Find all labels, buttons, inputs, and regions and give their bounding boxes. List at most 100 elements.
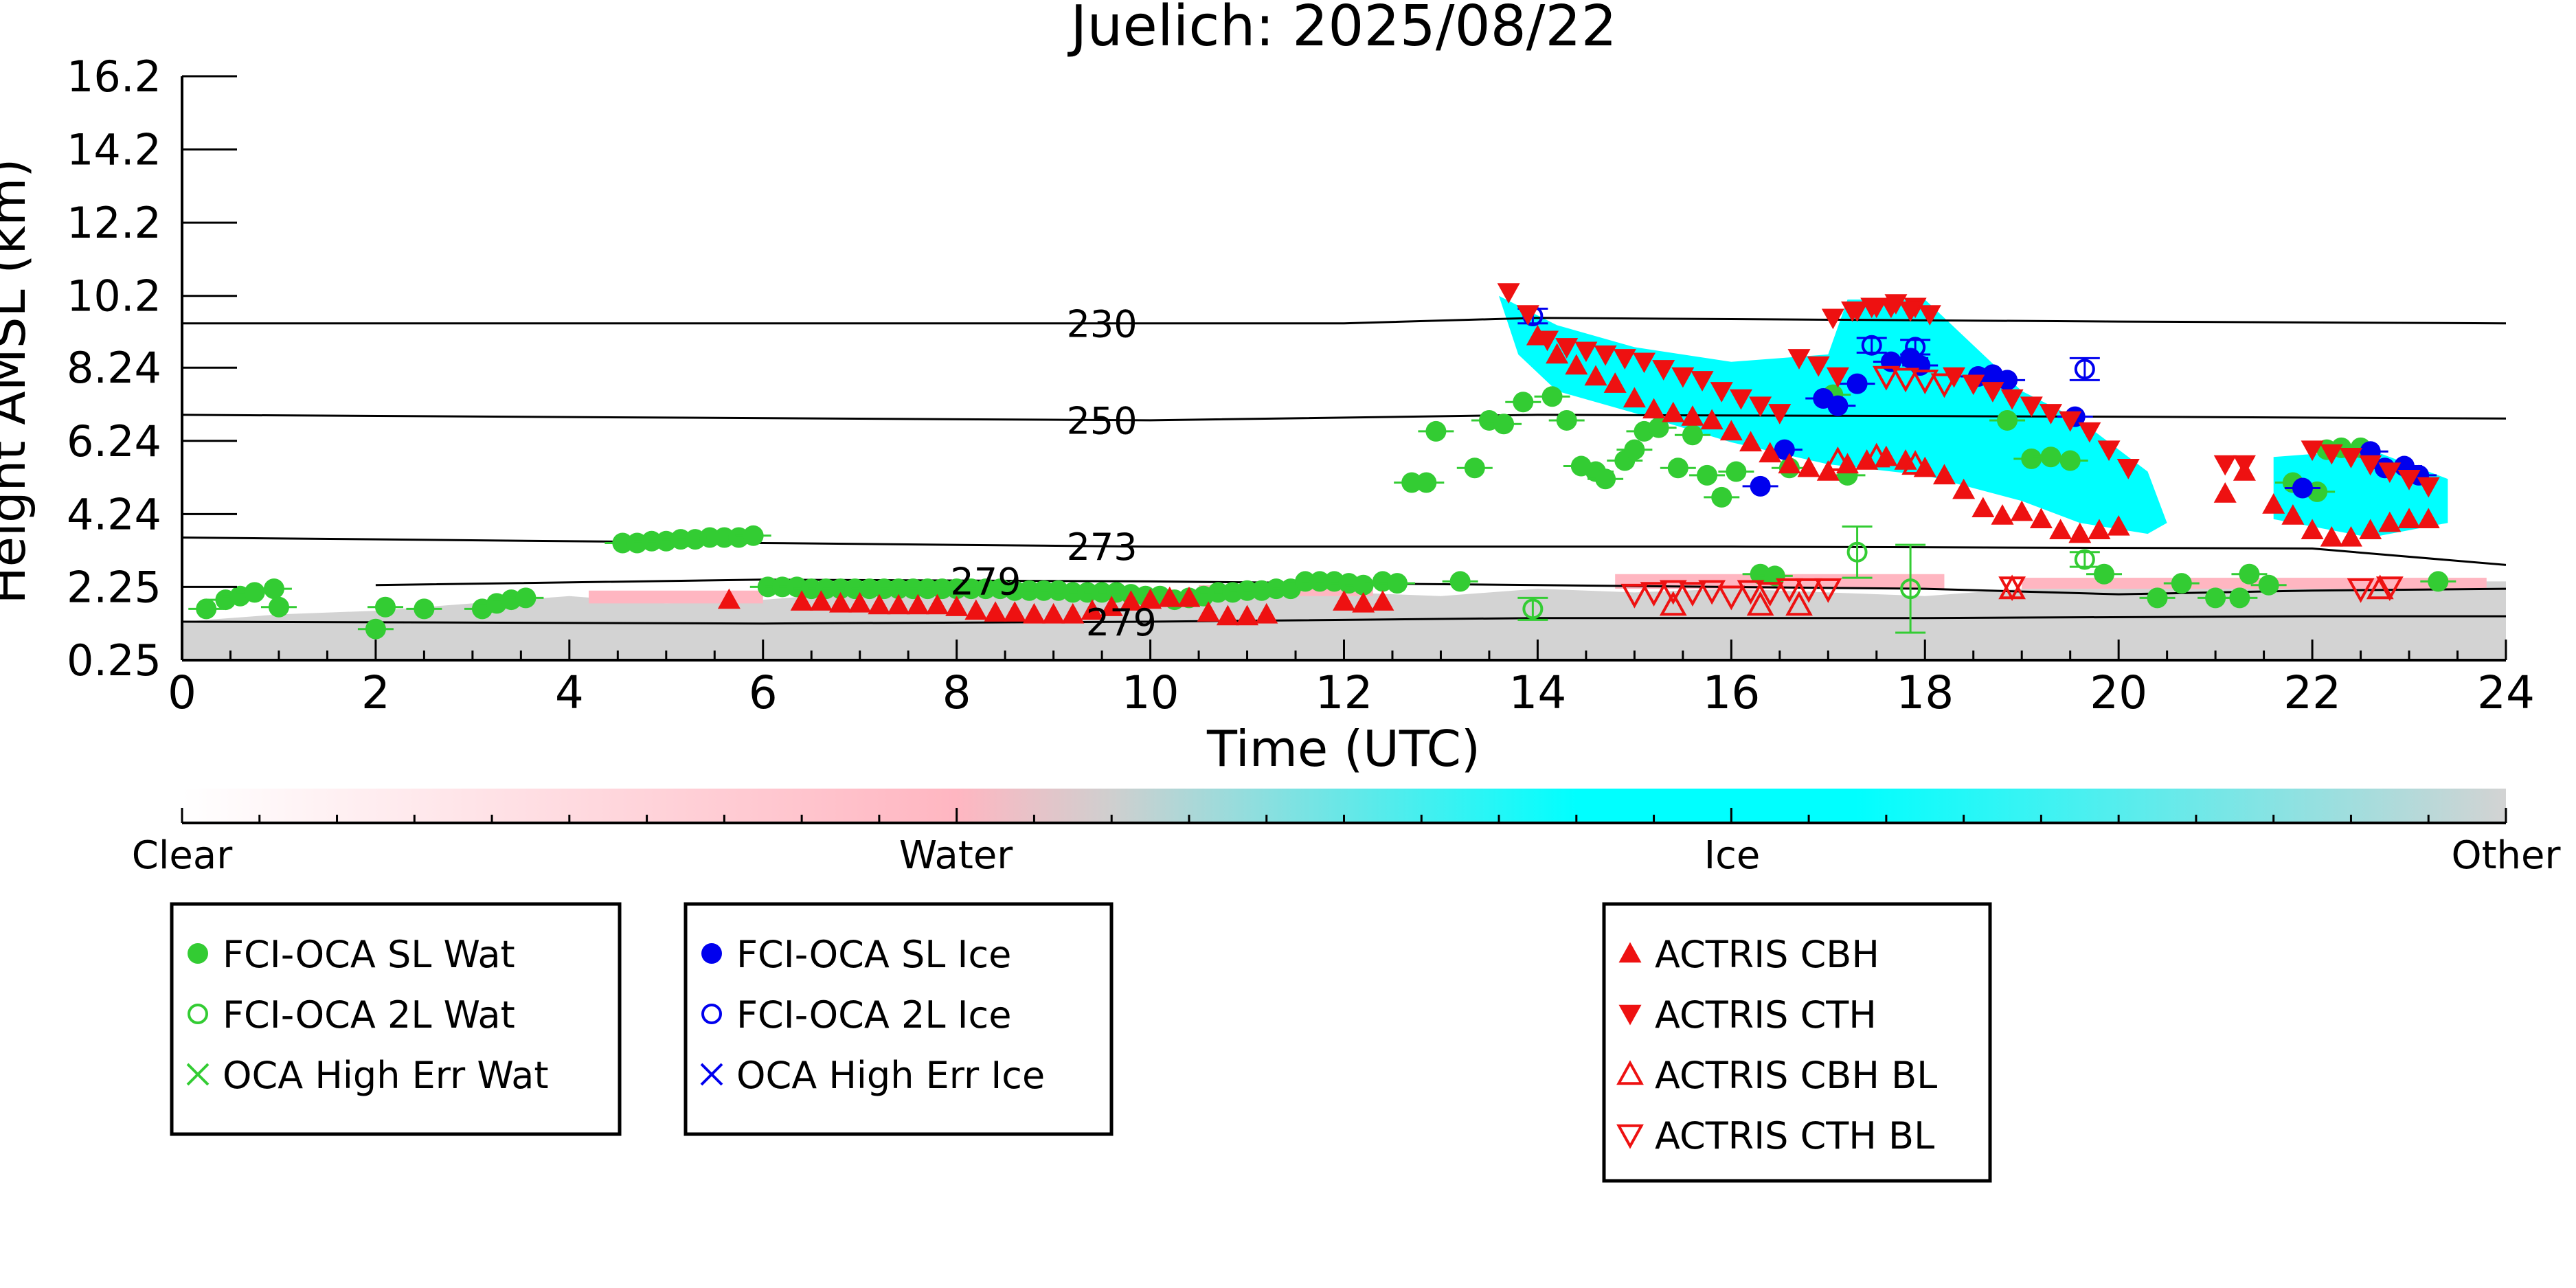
legend-entry: FCI-OCA SL Ice — [701, 933, 1011, 976]
legend-entry: OCA High Err Wat — [186, 1054, 549, 1097]
legend-box — [170, 902, 622, 1136]
marker-triangle-down — [1594, 345, 1617, 366]
x-tick-label: 22 — [2283, 666, 2341, 719]
x-tick-label: 24 — [2477, 666, 2535, 719]
marker-triangle-down — [2233, 455, 2256, 476]
marker-triangle-down — [1659, 580, 1687, 605]
marker-open-circle — [1900, 578, 1921, 600]
marker-filled-circle — [196, 598, 217, 620]
marker-triangle-up — [1255, 602, 1278, 624]
contour-label: 230 — [1067, 303, 1138, 346]
marker-filled-circle — [1682, 425, 1703, 446]
marker-triangle-up — [1177, 586, 1201, 607]
marker-triangle-up — [790, 590, 813, 611]
colorbar-label: Other — [2451, 833, 2561, 878]
marker-triangle-up — [2397, 508, 2421, 529]
marker-triangle-down — [1795, 578, 1822, 603]
marker-filled-circle — [2040, 447, 2061, 468]
marker-triangle-down — [1749, 396, 1772, 418]
legend-entry: ACTRIS CBH — [1618, 933, 1879, 976]
marker-triangle-down — [1787, 349, 1811, 370]
marker-triangle-up — [2359, 519, 2382, 540]
contour-label: 279 — [950, 560, 1021, 603]
marker-triangle-up — [1932, 464, 1956, 485]
marker-triangle-down — [1930, 373, 1958, 398]
marker-triangle-up — [1835, 453, 1859, 474]
marker-triangle-down — [1691, 371, 1714, 392]
marker-triangle-down — [1618, 1004, 1642, 1026]
marker-triangle-up — [2301, 519, 2324, 540]
legend-box — [1602, 902, 1992, 1183]
y-tick-label: 2.25 — [67, 562, 161, 612]
marker-filled-circle — [1711, 486, 1732, 508]
marker-triangle-down — [2320, 444, 2343, 465]
marker-triangle-down — [1652, 360, 1675, 381]
legend-entry-label: ACTRIS CTH BL — [1655, 1114, 1934, 1157]
cloud-phase-colorbar: Clear Water Ice Other — [132, 789, 2561, 878]
marker-triangle-down — [1821, 308, 1844, 330]
marker-filled-circle — [1726, 461, 1747, 482]
marker-triangle-down — [1516, 305, 1539, 326]
y-tick-label: 14.2 — [67, 125, 161, 175]
marker-triangle-up — [2029, 508, 2053, 529]
marker-open-circle — [188, 1004, 208, 1024]
marker-triangle-up — [1952, 478, 1976, 499]
legend-entry-label: FCI-OCA SL Wat — [223, 933, 515, 976]
x-axis-label: Time (UTC) — [1206, 720, 1480, 778]
marker-triangle-down — [1756, 582, 1784, 607]
marker-triangle-down — [2020, 396, 2043, 418]
marker-filled-circle — [1449, 571, 1471, 592]
marker-triangle-up — [809, 590, 833, 611]
marker-triangle-up — [1719, 420, 1743, 441]
legend-entry: ACTRIS CTH — [1618, 993, 1877, 1037]
marker-filled-circle — [1493, 414, 1515, 435]
marker-triangle-down — [1807, 356, 1830, 377]
legend-entry-label: ACTRIS CTH — [1655, 993, 1877, 1037]
marker-open-circle — [1861, 335, 1882, 356]
data-markers — [188, 283, 2456, 640]
x-tick-label: 6 — [749, 666, 778, 719]
marker-triangle-up — [887, 594, 910, 615]
marker-filled-circle — [701, 943, 722, 964]
marker-triangle-up — [906, 594, 929, 615]
marker-filled-circle — [244, 582, 265, 603]
marker-triangle-up — [2281, 504, 2305, 525]
marker-filled-circle — [1846, 373, 1868, 394]
marker-triangle-up — [1565, 354, 1588, 375]
marker-triangle-up — [1139, 588, 1162, 609]
marker-triangle-down — [1879, 297, 1903, 319]
marker-triangle-down — [1574, 341, 1598, 363]
marker-triangle-up — [1875, 445, 1898, 466]
marker-open-circle — [2074, 359, 2095, 380]
marker-triangle-down — [1776, 578, 1803, 603]
marker-open-circle — [701, 1004, 722, 1024]
marker-triangle-up — [1603, 372, 1627, 393]
y-tick-label: 12.2 — [67, 198, 161, 248]
marker-triangle-up — [925, 594, 949, 615]
marker-open-circle — [1846, 541, 1868, 563]
marker-open-circle — [1522, 598, 1544, 620]
marker-triangle-up — [2213, 482, 2237, 503]
x-tick-label: 18 — [1896, 666, 1954, 719]
marker-triangle-down — [1536, 330, 1559, 352]
x-tick-label: 0 — [168, 666, 196, 719]
marker-triangle-down — [1981, 382, 2004, 403]
marker-triangle-down — [1841, 301, 1864, 322]
contour-label: 250 — [1067, 400, 1138, 443]
marker-triangle-up — [1778, 453, 1801, 474]
marker-triangle-down — [2375, 576, 2404, 602]
marker-filled-circle — [2021, 448, 2042, 469]
marker-filled-circle — [2258, 574, 2279, 596]
marker-triangle-up — [1642, 398, 1666, 419]
x-tick-label: 10 — [1122, 666, 1179, 719]
marker-triangle-down — [1640, 582, 1668, 607]
marker-triangle-up — [1022, 602, 1046, 624]
marker-triangle-down — [2347, 578, 2375, 603]
marker-filled-circle — [1464, 457, 1485, 479]
marker-triangle-down — [2378, 462, 2402, 484]
marker-triangle-up — [1739, 431, 1763, 452]
marker-triangle-down — [2397, 470, 2421, 490]
marker-triangle-down — [1860, 297, 1884, 319]
marker-filled-circle — [1425, 420, 1447, 442]
